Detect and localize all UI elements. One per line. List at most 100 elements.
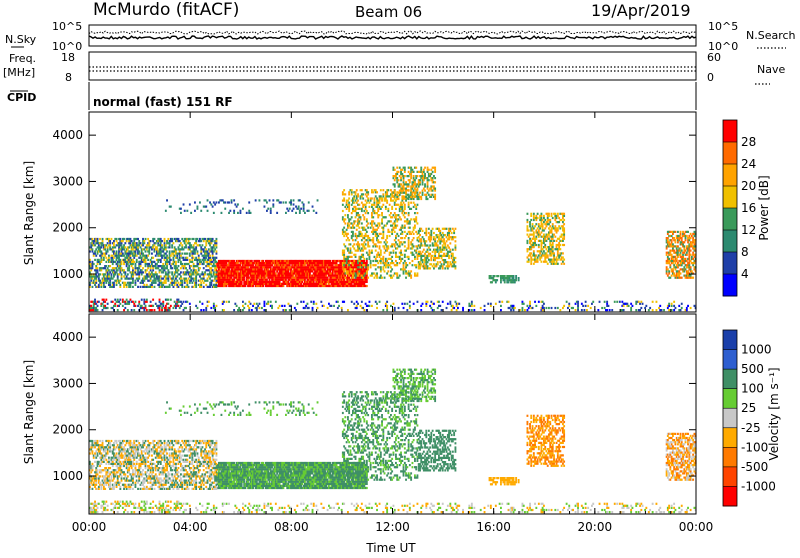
nsearch-trace [89,31,696,34]
echo-cell [343,235,345,237]
echo-cell [417,272,419,274]
echo-cell [451,263,453,265]
echo-cell [396,233,398,235]
echo-cell [669,266,671,268]
echo-cell [346,229,348,231]
echo-cell [112,259,114,261]
echo-cell [424,175,426,177]
echo-cell [145,259,147,261]
echo-cell [371,189,373,191]
echo-cell [559,254,561,256]
echo-cell [222,199,224,201]
echo-cell [452,249,454,251]
echo-cell [394,192,396,194]
echo-cell [181,263,183,265]
echo-cell [212,206,214,208]
echo-cell [455,247,457,249]
echo-cell [434,198,436,200]
echo-cell [554,213,556,215]
echo-cell [157,267,159,269]
echo-cell [394,179,396,181]
echo-cell [216,267,218,269]
echo-cell [436,265,438,267]
echo-cell [171,267,173,269]
echo-cell [198,273,200,275]
echo-cell [264,206,266,208]
echo-cell [358,204,360,206]
echo-cell [176,280,178,282]
echo-cell [561,259,563,261]
echo-cell [357,200,359,202]
echo-cell [363,275,365,277]
echo-cell [538,231,540,233]
echo-cell [393,196,395,198]
echo-cell [374,204,376,206]
echo-cell [347,237,349,239]
echo-cell [326,275,328,277]
echo-cell [404,268,406,270]
echo-cell [112,255,114,257]
echo-cell [417,222,419,224]
echo-cell [405,270,407,272]
echo-cell [453,263,455,265]
echo-cell [366,272,368,274]
echo-cell [195,240,197,242]
echo-cell [169,286,171,288]
echo-cell [409,231,411,233]
echo-cell [541,221,543,223]
echo-cell [405,196,407,198]
echo-cell [140,286,142,288]
echo-cell [216,250,218,252]
echo-cell [382,233,384,235]
echo-cell [119,259,121,261]
echo-cell [370,260,372,262]
echo-cell [391,245,393,247]
echo-cell [417,204,419,206]
echo-cell [121,242,123,244]
echo-cell [184,210,186,212]
echo-cell [366,262,368,264]
echo-cell [212,261,214,263]
echo-cell [376,256,378,258]
echo-cell [551,240,553,242]
echo-cell [355,254,357,256]
echo-cell [527,234,529,236]
echo-cell [352,233,354,235]
echo-cell [547,236,549,238]
echo-cell [252,264,254,266]
echo-cell [369,202,371,204]
echo-cell [441,234,443,236]
echo-cell [381,212,383,214]
echo-cell [98,275,100,277]
echo-cell [355,233,357,235]
echo-cell [673,272,675,274]
echo-cell [439,242,441,244]
echo-cell [148,250,150,252]
echo-cell [194,201,196,203]
echo-cell [414,212,416,214]
echo-cell [151,284,153,286]
echo-cell [179,259,181,261]
echo-cell [381,197,383,199]
echo-cell [369,206,371,208]
echo-cell [342,233,344,235]
echo-cell [165,280,167,282]
nsearch-label: N.Search [746,29,796,42]
echo-cell [93,255,95,257]
echo-cell [299,199,301,201]
echo-cell [104,255,106,257]
echo-cell [386,237,388,239]
echo-cell [103,282,105,284]
echo-cell [433,267,435,269]
echo-cell [428,194,430,196]
echo-cell [376,233,378,235]
echo-cell [109,242,111,244]
echo-cell [527,221,529,223]
echo-cell [438,228,440,230]
echo-cell [362,197,364,199]
echo-cell [374,222,376,224]
echo-cell [93,242,95,244]
echo-cell [353,222,355,224]
echo-cell [159,284,161,286]
echo-cell [446,228,448,230]
